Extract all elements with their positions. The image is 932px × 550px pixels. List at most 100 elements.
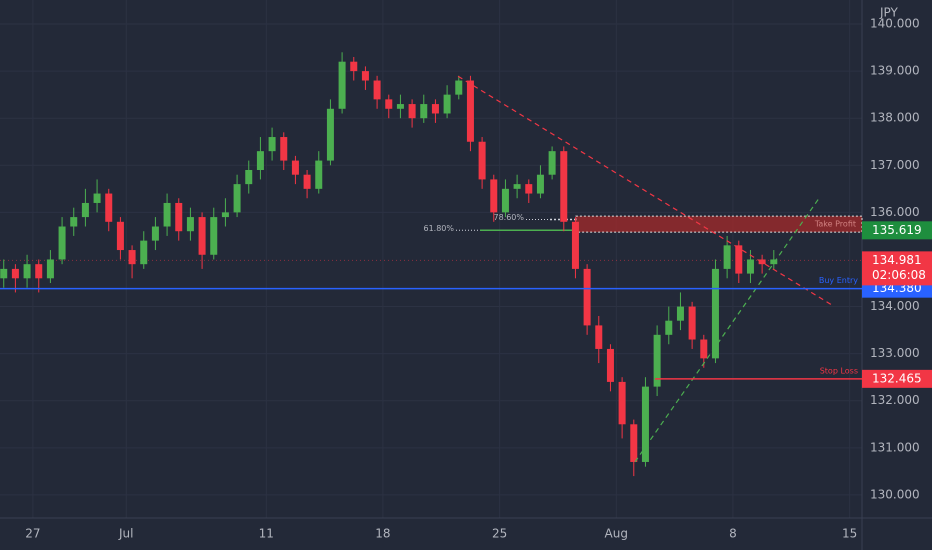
fib-label: 61.80%: [423, 224, 454, 233]
x-tick-label: 11: [259, 527, 274, 541]
candle-body: [128, 250, 136, 265]
candle-body: [0, 268, 8, 279]
y-tick-label: 139.000: [870, 64, 920, 78]
y-tick-label: 131.000: [870, 440, 920, 454]
candle-body: [221, 212, 229, 218]
current-price-label: 134.981: [872, 253, 922, 267]
candle-body: [641, 386, 649, 462]
candle-body: [630, 424, 638, 462]
candle-body: [665, 320, 673, 335]
candle-body: [735, 245, 743, 274]
candle-body: [396, 104, 404, 109]
candle-body: [105, 193, 113, 222]
x-tick-label: 18: [375, 527, 390, 541]
price-label-box: [862, 221, 932, 240]
candle-body: [315, 160, 323, 189]
candle-body: [70, 217, 78, 227]
x-tick-label: Aug: [605, 527, 628, 541]
candle-body: [361, 71, 369, 81]
candle-body: [443, 94, 451, 114]
candle-body: [653, 334, 661, 387]
candle-body: [35, 264, 43, 279]
y-tick-label: 136.000: [870, 205, 920, 219]
zone-label: Take Profit: [814, 220, 856, 229]
candle-body: [420, 104, 428, 119]
candle-body: [175, 202, 183, 232]
y-tick-label: 140.000: [870, 17, 920, 31]
x-tick-label: 25: [492, 527, 507, 541]
candle-body: [81, 202, 89, 218]
price-label: 132.465: [872, 371, 922, 385]
candle-body: [256, 151, 264, 170]
candle-body: [280, 137, 288, 161]
candle-body: [140, 240, 148, 265]
candle-body: [408, 104, 416, 119]
candle-body: [303, 174, 311, 189]
candle-body: [525, 184, 533, 194]
candle-body: [770, 259, 778, 265]
candle-body: [501, 188, 509, 213]
candle-body: [513, 184, 521, 189]
trendline: [457, 75, 833, 306]
candle-body: [723, 245, 731, 269]
level-label: Stop Loss: [820, 366, 858, 375]
x-tick-label: 15: [842, 527, 857, 541]
candle-body: [163, 202, 171, 227]
x-tick-label: 27: [25, 527, 40, 541]
x-tick-label: Jul: [118, 527, 133, 541]
candle-body: [338, 61, 346, 109]
price-label: 135.619: [872, 223, 922, 237]
candle-body: [116, 221, 124, 251]
candle-body: [373, 80, 381, 100]
currency-label: JPY: [879, 6, 899, 20]
candle-body: [676, 306, 684, 321]
y-tick-label: 138.000: [870, 111, 920, 125]
candle-body: [700, 339, 708, 359]
candle-body: [385, 99, 393, 109]
candle-body: [198, 217, 206, 255]
candle-body: [478, 141, 486, 180]
candle-body: [23, 264, 31, 279]
candle-body: [350, 61, 358, 72]
candle-body: [431, 104, 439, 114]
candle-body: [466, 80, 474, 142]
candle-body: [548, 151, 556, 175]
candle-body: [233, 184, 241, 213]
countdown: 02:06:08: [872, 268, 926, 282]
y-tick-label: 133.000: [870, 346, 920, 360]
price-label-box: [862, 369, 932, 388]
candle-body: [595, 325, 603, 349]
candle-body: [711, 268, 719, 359]
candle-body: [326, 108, 334, 161]
x-tick-label: 8: [729, 527, 737, 541]
candle-body: [571, 221, 579, 269]
y-tick-label: 134.000: [870, 299, 920, 313]
candle-body: [746, 259, 754, 274]
candle-body: [268, 137, 276, 152]
candle-body: [11, 268, 19, 279]
candle-body: [151, 226, 159, 241]
fib-label: 78.60%: [493, 213, 524, 222]
candle-body: [186, 217, 194, 232]
y-tick-label: 137.000: [870, 158, 920, 172]
candle-body: [758, 259, 766, 265]
candle-body: [618, 381, 626, 425]
candle-body: [583, 268, 591, 326]
current-price-box: [862, 251, 932, 286]
level-label: Buy Entry: [819, 276, 858, 285]
candle-body: [536, 174, 544, 194]
candle-body: [291, 160, 299, 175]
y-tick-label: 130.000: [870, 487, 920, 501]
candle-body: [245, 169, 253, 185]
candle-body: [46, 259, 54, 279]
candle-body: [606, 348, 614, 382]
candle-body: [688, 306, 696, 340]
candle-body: [210, 217, 218, 255]
candle-body: [93, 193, 101, 203]
candle-body: [560, 151, 568, 222]
candle-body: [455, 80, 463, 95]
y-tick-label: 132.000: [870, 393, 920, 407]
